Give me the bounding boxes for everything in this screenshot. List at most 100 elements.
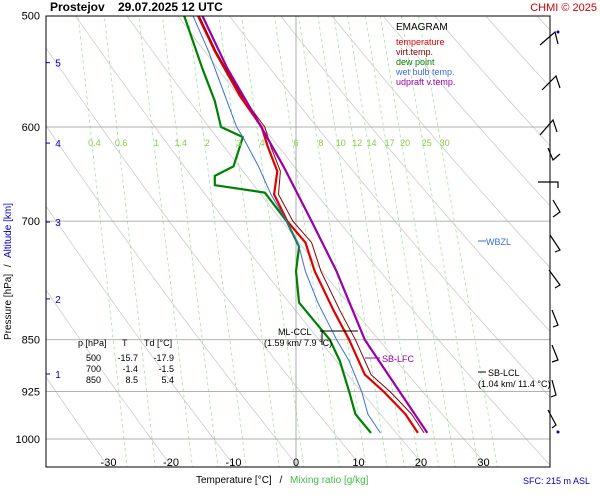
mixing-ratio-line <box>138 16 193 467</box>
x-axis-separator: / <box>279 475 282 486</box>
wind-barb-dot <box>556 30 560 34</box>
pressure-tick: 850 <box>22 335 40 347</box>
y-axis-separator: / <box>3 264 14 267</box>
x-axis-label: Temperature [°C] / Mixing ratio [g/kg] <box>196 475 369 486</box>
credit-text: CHMI © 2025 <box>530 2 597 14</box>
dry-adiabat-line <box>75 16 426 467</box>
wind-barb-icon <box>551 309 559 328</box>
altitude-tick: 4 <box>55 139 61 150</box>
mixing-ratio-tick: 2 <box>205 138 210 148</box>
mixing-ratio-line <box>400 16 479 467</box>
sounding-table: p [hPa] T Td [°C] 500 -15.7 -17.9 700 -1… <box>78 338 174 385</box>
series-layer <box>183 16 429 434</box>
mixing-ratio-line <box>298 16 367 467</box>
temperature-tick: -20 <box>163 457 179 469</box>
wind-barb-icon <box>541 74 561 91</box>
temperature-tick: 20 <box>415 457 427 469</box>
dry-adiabat-line <box>46 289 173 467</box>
dry-adiabat-line <box>382 16 550 207</box>
legend-item-temperature: temperature <box>396 37 445 47</box>
table-cell: -15.7 <box>117 353 138 363</box>
mixing-ratio-line <box>241 16 305 467</box>
temperature-tick: 0 <box>293 457 299 469</box>
mixing-ratio-tick: 14 <box>366 138 376 148</box>
wind-barb-icon <box>538 181 559 188</box>
table-cell: 8.5 <box>125 375 138 385</box>
table-header-p: p [hPa] <box>78 338 107 348</box>
mixing-ratio-line <box>218 16 280 467</box>
table-header-td: Td [°C] <box>144 338 172 348</box>
y-axis-altitude-label: Altitude [km] <box>3 203 14 258</box>
mixing-ratio-tick: 1.4 <box>175 138 188 148</box>
dry-adiabat-line <box>280 16 550 333</box>
altitude-tick: 5 <box>55 59 61 70</box>
table-cell: -17.9 <box>153 353 174 363</box>
dry-adiabat-line <box>331 16 550 269</box>
station-title: Prostejov <box>50 0 105 14</box>
pressure-tick: 925 <box>22 386 40 398</box>
mixing-ratio-tick: 4 <box>260 138 265 148</box>
legend-item-dew-point: dew point <box>396 57 435 67</box>
series-line-udpraft-v-temp <box>201 16 429 434</box>
wind-barb-icon <box>548 269 561 289</box>
wind-barb-icon <box>539 30 559 46</box>
mixing-ratio-tick: 17 <box>385 138 395 148</box>
mixing-ratio-tick: 0.4 <box>88 138 101 148</box>
altitude-tick: 3 <box>55 218 61 229</box>
plot-frame <box>45 15 551 468</box>
temperature-tick: 10 <box>352 457 364 469</box>
temperature-tick: -30 <box>101 457 117 469</box>
grid-layer <box>46 3 600 469</box>
wind-barb-icon <box>539 118 558 136</box>
wind-barb-icon <box>552 199 561 218</box>
mixing-ratio-tick: 3 <box>236 138 241 148</box>
table-cell: -1.5 <box>158 364 174 374</box>
dry-adiabat-line <box>126 16 490 467</box>
pressure-tick: 1000 <box>16 434 40 446</box>
dry-adiabat-line <box>434 16 550 147</box>
ml-ccl-label: ML-CCL <box>278 327 312 337</box>
sfc-footer: SFC: 215 m ASL <box>523 476 590 486</box>
mixing-ratio-line <box>77 16 128 467</box>
tick-layer: 0.4 0.6 1 1.4 2 3 4 6 8 10 12 14 17 20 25 3050060070085… <box>16 11 490 469</box>
dry-adiabat-line <box>577 3 600 469</box>
mixing-ratio-tick: 12 <box>352 138 362 148</box>
series-line-temperature <box>196 16 419 434</box>
sb-lfc-label: SB-LFC <box>382 354 415 364</box>
mixing-ratio-tick: 8 <box>318 138 323 148</box>
table-cell: 500 <box>86 353 101 363</box>
mixing-ratio-tick: 1 <box>154 138 159 148</box>
mixing-ratio-tick: 20 <box>400 138 410 148</box>
pressure-tick: 700 <box>22 216 40 228</box>
temperature-tick: -10 <box>226 457 242 469</box>
mixing-ratio-tick: 10 <box>336 138 346 148</box>
altitude-tick: 1 <box>55 370 61 381</box>
wind-barb-icon <box>547 409 557 429</box>
dry-adiabat-line <box>46 47 363 467</box>
mixing-ratio-line <box>187 16 247 467</box>
wind-barbs <box>538 30 561 429</box>
mixing-ratio-line <box>161 16 219 467</box>
sb-lcl-label: SB-LCL <box>488 368 520 378</box>
wbzl-label: WBZL <box>486 237 511 247</box>
mixing-ratio-line <box>379 16 456 467</box>
table-cell: -1.4 <box>122 364 138 374</box>
datetime-title: 29.07.2025 12 UTC <box>118 0 223 14</box>
wind-barb-icon <box>550 379 557 398</box>
mixing-ratio-tick: 25 <box>422 138 432 148</box>
mixing-ratio-line <box>418 16 498 467</box>
table-cell: 5.4 <box>161 375 174 385</box>
temperature-tick: 30 <box>477 457 489 469</box>
wind-barb-icon <box>547 147 561 161</box>
dry-adiabat-line <box>228 16 550 398</box>
wind-barb-icon <box>551 344 559 363</box>
dry-adiabat-line <box>46 205 236 467</box>
mixing-ratio-line <box>317 16 388 467</box>
y-axis-pressure-label: Pressure [hPa] <box>3 274 14 340</box>
table-cell: 850 <box>86 375 101 385</box>
mixing-ratio-tick: 6 <box>294 138 299 148</box>
legend-item-virt-temp: virt.temp. <box>396 47 433 57</box>
legend-item-updraft: udpraft v.temp. <box>396 77 455 87</box>
x-axis-temp-label: Temperature [°C] <box>196 475 272 486</box>
